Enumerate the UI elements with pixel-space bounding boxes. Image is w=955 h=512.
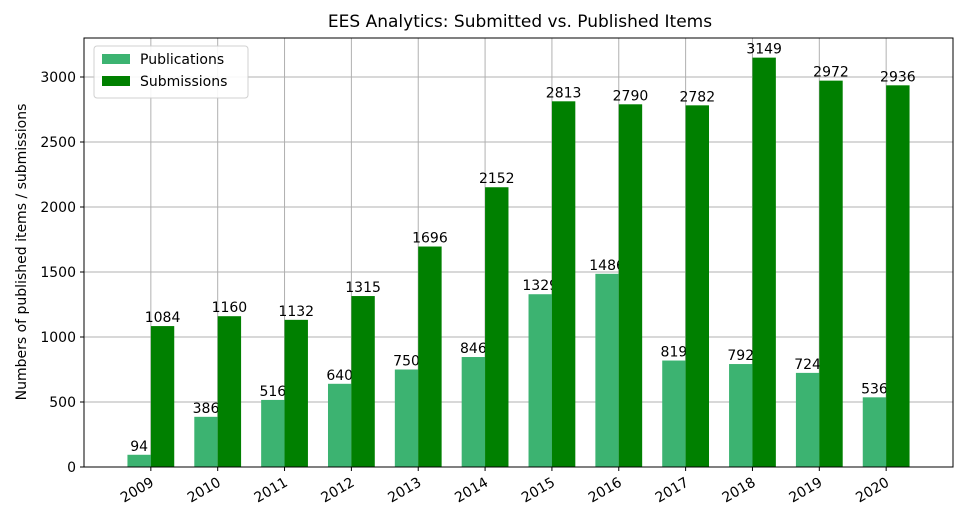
value-label: 640 (326, 368, 353, 384)
value-label: 2152 (479, 171, 515, 187)
bar (351, 296, 375, 467)
x-tick-label: 2019 (786, 475, 825, 507)
value-label: 94 (130, 439, 148, 455)
bar (886, 85, 910, 467)
chart-title: EES Analytics: Submitted vs. Published I… (328, 12, 712, 32)
value-label: 1329 (522, 278, 558, 294)
y-tick-label: 1000 (40, 330, 76, 346)
legend-swatch (102, 76, 130, 86)
x-tick-label: 2014 (452, 475, 491, 507)
x-tick-label: 2016 (586, 475, 625, 507)
value-label: 2790 (613, 88, 649, 104)
value-label: 792 (727, 348, 754, 364)
bar (862, 397, 887, 467)
value-label: 386 (193, 401, 220, 417)
x-tick-label: 2012 (319, 475, 358, 507)
legend-box (93, 45, 249, 99)
bar (284, 319, 308, 467)
bar (418, 246, 442, 467)
bar (127, 454, 151, 467)
bar (618, 104, 643, 468)
value-label: 1132 (278, 304, 314, 320)
bar (261, 399, 285, 467)
legend-label: Publications (140, 52, 224, 68)
y-axis-label: Numbers of published items / submissions (14, 104, 30, 401)
value-label: 2782 (679, 89, 715, 105)
bar (327, 383, 352, 467)
bar (595, 273, 619, 467)
value-label: 846 (460, 341, 487, 357)
y-tick-label: 1500 (40, 265, 76, 281)
bar (150, 326, 175, 467)
value-label: 2936 (880, 69, 916, 85)
bar (194, 416, 218, 467)
value-label: 2972 (813, 65, 849, 81)
bar (461, 357, 486, 467)
y-tick-label: 2500 (40, 135, 76, 151)
bar (685, 105, 710, 467)
value-label: 724 (794, 357, 821, 373)
bar (662, 360, 686, 467)
value-label: 516 (259, 384, 286, 400)
x-tick-label: 2013 (385, 475, 424, 507)
bar (528, 294, 552, 467)
legend-label: Submissions (140, 74, 227, 90)
value-label: 819 (661, 345, 688, 361)
value-label: 1486 (589, 258, 625, 274)
value-label: 1084 (145, 310, 181, 326)
value-label: 750 (393, 354, 420, 370)
bar (819, 80, 843, 467)
x-tick-label: 2020 (853, 475, 892, 507)
y-tick-label: 0 (67, 460, 76, 476)
plot-frame (83, 37, 954, 468)
x-tick-label: 2010 (185, 475, 224, 507)
bar (795, 372, 820, 467)
value-label: 1696 (412, 231, 448, 247)
x-tick-label: 2009 (118, 475, 157, 507)
bar (485, 187, 509, 468)
y-tick-label: 2000 (40, 200, 76, 216)
value-label: 1160 (212, 300, 248, 316)
y-tick-label: 500 (49, 395, 76, 411)
legend-swatch (102, 54, 130, 64)
value-label: 536 (861, 381, 888, 397)
bar (729, 364, 753, 467)
value-label: 2813 (546, 85, 582, 101)
x-tick-label: 2018 (720, 475, 759, 507)
bar (217, 316, 242, 467)
y-tick-label: 3000 (40, 70, 76, 86)
bar (551, 101, 576, 467)
x-tick-label: 2017 (653, 475, 692, 507)
x-tick-label: 2015 (519, 475, 558, 507)
bar (394, 369, 419, 467)
bar (752, 57, 776, 467)
value-label: 1315 (345, 280, 381, 296)
value-label: 3149 (746, 42, 782, 58)
x-tick-label: 2011 (252, 475, 291, 507)
